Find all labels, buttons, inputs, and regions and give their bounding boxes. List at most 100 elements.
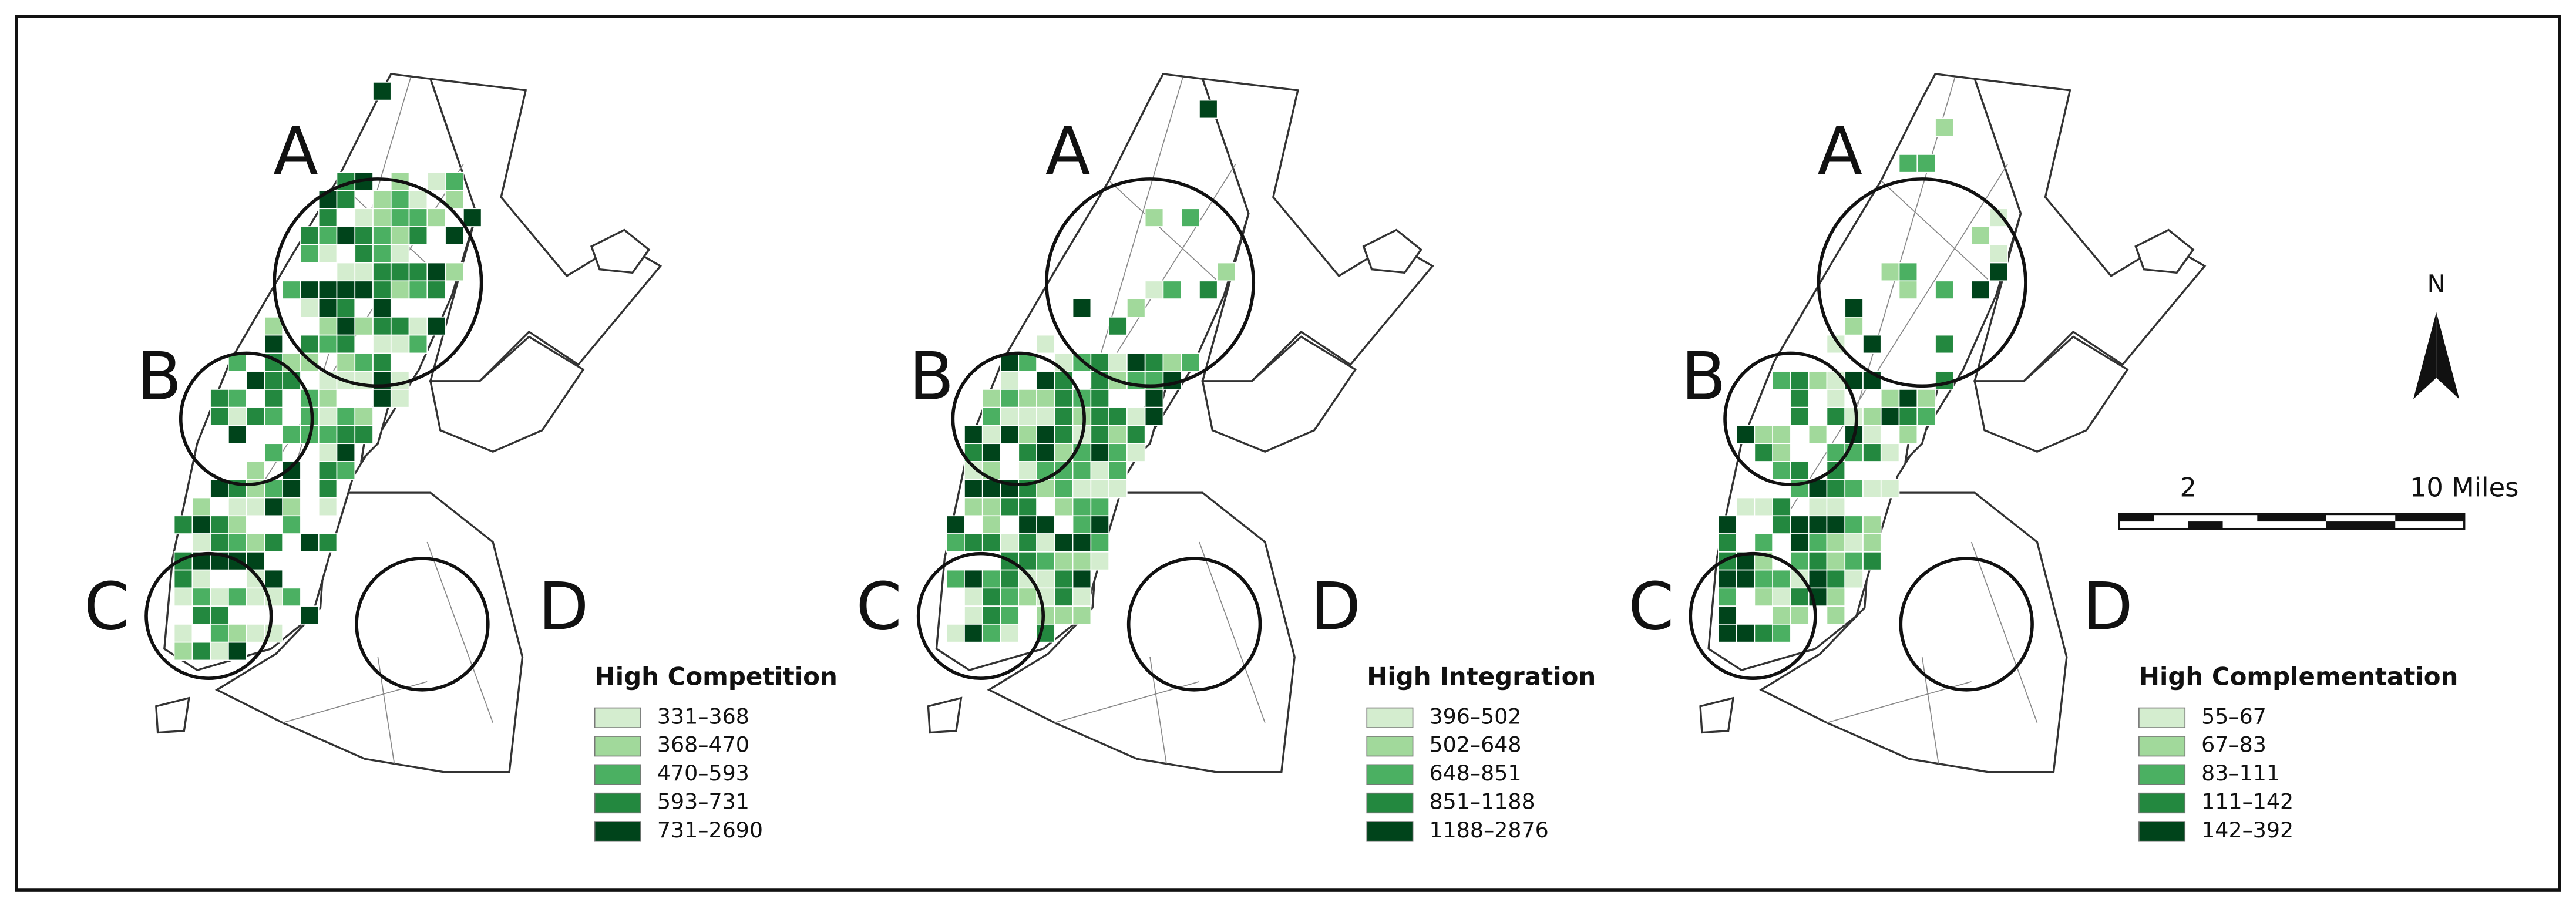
legend-swatch [594, 821, 641, 842]
grid-cell [282, 280, 301, 299]
grid-cell [210, 587, 229, 607]
grid-cell [1072, 515, 1092, 534]
highlight-circle [1723, 351, 1858, 486]
grid-cell [1090, 443, 1109, 462]
grid-cell [354, 208, 374, 227]
legend-swatch [594, 792, 641, 814]
grid-cell [246, 587, 265, 607]
circle-label: C [1628, 568, 1674, 645]
legend-label: 851–1188 [1430, 789, 1535, 814]
grid-cell [1108, 443, 1128, 462]
grid-cell [210, 515, 229, 534]
grid-cell [1126, 443, 1146, 462]
grid-cell [282, 587, 301, 607]
grid-cell [390, 334, 410, 354]
grid-cell [300, 298, 320, 318]
grid-cell [191, 515, 211, 534]
grid-cell [228, 425, 247, 445]
grid-cell [372, 190, 392, 210]
grid-cell [1718, 587, 1737, 607]
grid-cell [354, 406, 374, 426]
grid-cell [372, 244, 392, 264]
grid-cell [1000, 406, 1020, 426]
grid-cell [1718, 605, 1737, 625]
grid-cell [1072, 497, 1092, 517]
grid-cell [1862, 515, 1882, 534]
grid-cell [336, 262, 356, 282]
grid-cell [1772, 587, 1791, 607]
grid-cell [1826, 587, 1846, 607]
grid-cell [173, 641, 193, 661]
legend-swatch [594, 736, 641, 757]
grid-cell [1054, 497, 1074, 517]
grid-cell [426, 208, 446, 227]
circle-label: D [538, 568, 588, 645]
grid-cell [1090, 406, 1109, 426]
grid-cell [264, 497, 284, 517]
legend-swatch [1366, 821, 1414, 842]
grid-cell [1736, 569, 1756, 589]
grid-cell [1054, 406, 1074, 426]
legend-swatch [2138, 821, 2186, 842]
highlight-circle [916, 551, 1045, 680]
grid-cell [1808, 425, 1828, 445]
grid-cell [336, 317, 356, 336]
grid-cell [336, 298, 356, 318]
grid-cell [336, 406, 356, 426]
legend-label: 396–502 [1430, 703, 1522, 729]
legend-swatch [594, 707, 641, 728]
grid-cell [336, 425, 356, 445]
grid-cell [1916, 154, 1936, 173]
grid-cell [1754, 569, 1773, 589]
grid-cell [1018, 425, 1037, 445]
grid-cell [408, 334, 428, 354]
grid-cell [1108, 479, 1128, 499]
grid-cell [390, 226, 410, 245]
grid-cell [1754, 425, 1773, 445]
grid-cell [1754, 497, 1773, 517]
grid-cell [964, 425, 983, 445]
grid-cell [390, 371, 410, 390]
legend-label: 593–731 [657, 789, 749, 814]
grid-cell [1072, 406, 1092, 426]
grid-cell [964, 533, 983, 553]
grid-cell [1054, 389, 1074, 408]
grid-cell [1772, 461, 1791, 480]
grid-cell [390, 244, 410, 264]
grid-cell [282, 352, 301, 372]
grid-cell [1754, 587, 1773, 607]
grid-cell [1826, 479, 1846, 499]
grid-cell [1718, 569, 1737, 589]
grid-cell [1144, 406, 1164, 426]
grid-cell [964, 605, 983, 625]
grid-cell [191, 641, 211, 661]
grid-cell [264, 389, 284, 408]
circle-label: C [856, 568, 902, 645]
grid-cell [1880, 479, 1900, 499]
grid-cell [191, 569, 211, 589]
grid-cell [1036, 389, 1055, 408]
grid-cell [300, 244, 320, 264]
grid-cell [1808, 515, 1828, 534]
grid-cell [354, 226, 374, 245]
grid-cell [964, 479, 983, 499]
grid-cell [228, 641, 247, 661]
grid-cell [1808, 569, 1828, 589]
grid-cell [282, 515, 301, 534]
grid-cell [1216, 262, 1236, 282]
grid-cell [1000, 497, 1020, 517]
grid-cell [1935, 280, 1954, 299]
grid-cell [1826, 533, 1846, 553]
legend-label: 502–648 [1430, 732, 1522, 758]
grid-cell [228, 515, 247, 534]
grid-cell [946, 533, 965, 553]
grid-cell [1018, 587, 1037, 607]
grid-cell [981, 497, 1001, 517]
grid-cell [445, 171, 464, 191]
basemap [1699, 73, 2206, 773]
grid-cell [228, 389, 247, 408]
grid-cell [191, 605, 211, 625]
grid-cell [1018, 497, 1037, 517]
